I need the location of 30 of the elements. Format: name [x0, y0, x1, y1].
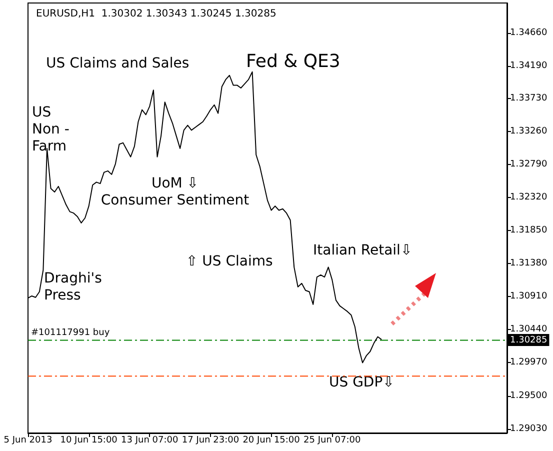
y-tick-label: 1.32790: [510, 160, 548, 170]
text: EURUSD,H1 1.30302 1.30343 1.30245 1.30285: [36, 8, 276, 20]
x-tick-label: 20 Jun 15:00: [242, 436, 300, 446]
y-tick-label: 1.30440: [510, 324, 548, 335]
x-tick-label: 25 Jun 07:00: [304, 436, 361, 446]
annotation: ⇧ US Claims: [186, 254, 273, 270]
y-tick-label: 1.29970: [510, 358, 548, 368]
y-tick-label: 1.33730: [510, 94, 548, 104]
annotation: US GDP⇩: [329, 374, 394, 390]
y-tick-label: 1.29030: [510, 424, 548, 434]
annotation: Italian Retail⇩: [313, 242, 412, 258]
annotation: Fed & QE3: [246, 51, 340, 72]
annotation: US Claims and Sales: [46, 56, 190, 72]
y-tick-label: 1.30910: [510, 292, 548, 302]
ref-line-label: #101117991 buy: [31, 328, 110, 338]
x-tick-label: 13 Jun 07:00: [121, 436, 179, 446]
y-tick-label: 1.34190: [510, 61, 548, 72]
text: 1.30285: [510, 336, 548, 346]
y-tick-label: 1.31380: [510, 258, 548, 269]
annotation: US Non - Farm: [32, 104, 70, 154]
y-tick-label: 1.31850: [510, 226, 548, 236]
x-tick-label: 10 Jun 15:00: [60, 436, 118, 446]
y-tick-label: 1.32320: [510, 192, 548, 203]
y-tick-label: 1.29500: [510, 390, 548, 401]
annotation: UoM ⇩ Consumer Sentiment: [100, 176, 250, 208]
y-tick-label: 1.33260: [510, 126, 548, 137]
x-tick-label: 17 Jun 23:00: [182, 436, 240, 446]
x-tick-label: 5 Jun 2013: [4, 436, 52, 446]
y-tick-label: 1.34660: [510, 28, 548, 38]
annotation: Draghi's Press: [44, 270, 102, 304]
